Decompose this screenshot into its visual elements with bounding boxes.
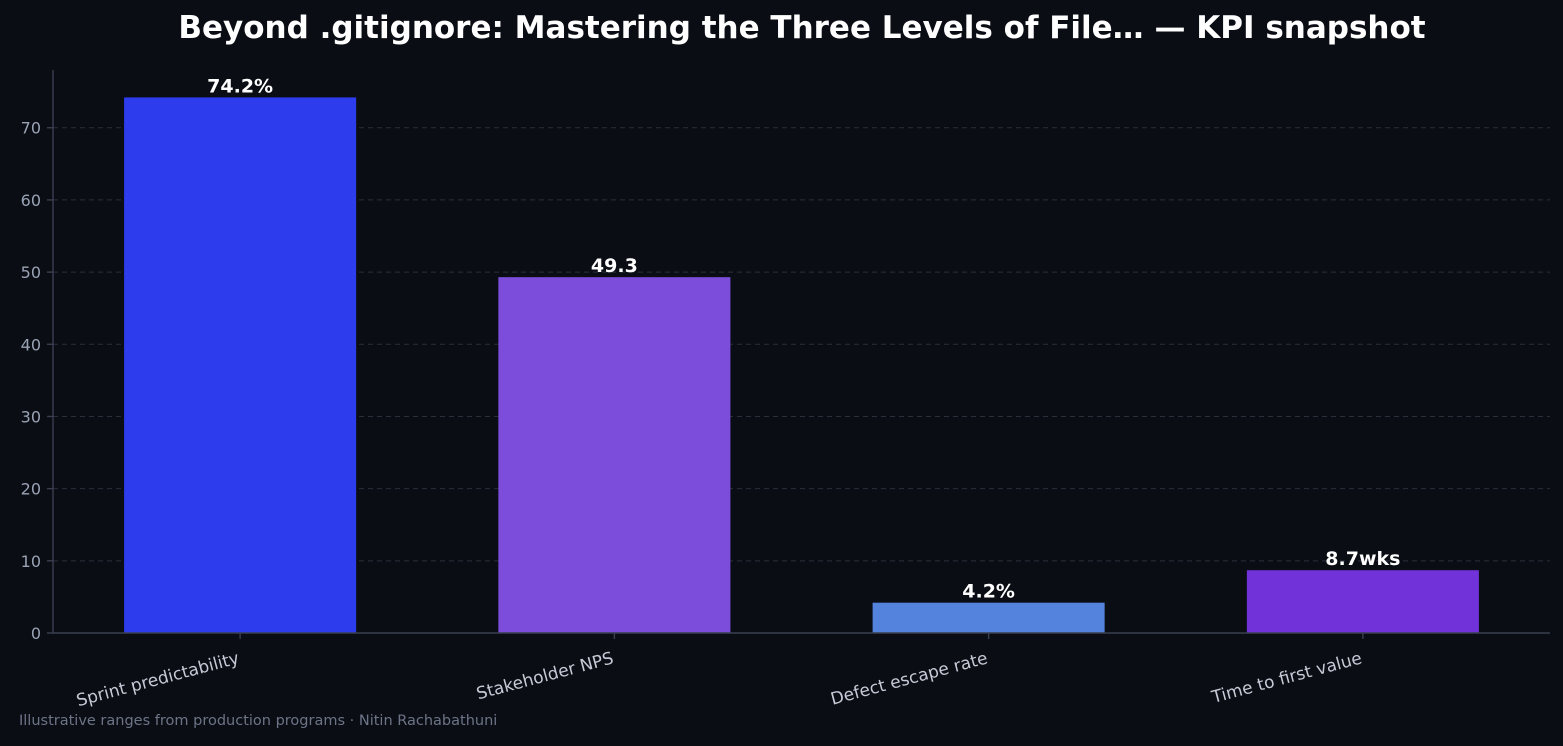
y-tick-label-3: 30 — [21, 407, 41, 426]
x-tick-label-3: Time to first value — [1209, 649, 1364, 709]
bar-3 — [1246, 570, 1479, 633]
x-tick-label-0: Sprint predictability — [74, 649, 241, 712]
data-label-2: 4.2% — [962, 581, 1015, 603]
y-tick-label-4: 40 — [21, 335, 41, 354]
x-tick-label-1: Stakeholder NPS — [474, 649, 615, 705]
y-tick-label-2: 20 — [21, 480, 41, 499]
chart-title: Beyond .gitignore: Mastering the Three L… — [178, 10, 1425, 46]
y-tick-label-5: 50 — [21, 263, 41, 282]
y-tick-label-7: 70 — [21, 119, 41, 138]
data-label-3: 8.7wks — [1325, 548, 1400, 570]
grid-lines — [53, 127, 1550, 562]
y-tick-label-1: 10 — [21, 552, 41, 571]
data-labels: 74.2% 49.3 4.2% 8.7wks — [207, 75, 1400, 602]
x-tick-label-2: Defect escape rate — [829, 649, 990, 710]
bar-0 — [124, 97, 357, 633]
bar-2 — [872, 602, 1105, 633]
bars — [124, 97, 1479, 633]
y-tick-label-6: 60 — [21, 191, 41, 210]
data-label-1: 49.3 — [591, 255, 638, 277]
footer-note: Illustrative ranges from production prog… — [19, 713, 497, 729]
bar-1 — [498, 277, 731, 633]
y-tick-label-0: 0 — [31, 624, 41, 643]
data-label-0: 74.2% — [207, 75, 273, 97]
